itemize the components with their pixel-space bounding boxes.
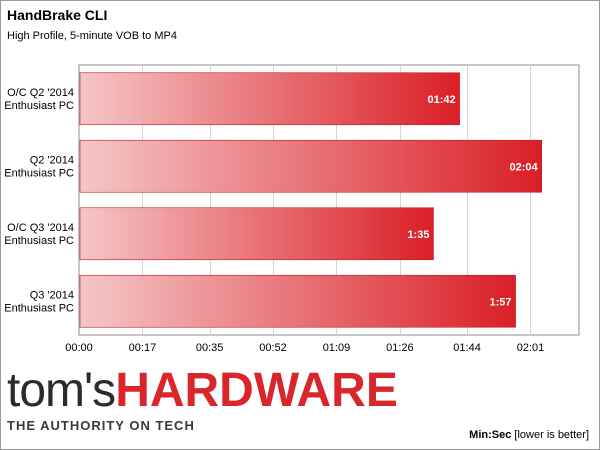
category-label-line: O/C Q2 '2014 (7, 87, 74, 99)
data-label: 1:57 (490, 296, 512, 308)
unit-note-rest: [lower is better] (511, 429, 589, 441)
data-label: 1:35 (407, 229, 429, 241)
category-label-line: Enthusiast PC (4, 100, 74, 112)
chart-title: HandBrake CLI (7, 7, 108, 23)
bar (79, 72, 460, 126)
category-label-line: Enthusiast PC (4, 167, 74, 179)
category-label: O/C Q3 '2014 Enthusiast PC (4, 222, 74, 247)
category-label-line: O/C Q3 '2014 (7, 222, 74, 234)
category-label-line: Q3 '2014 (30, 289, 74, 301)
x-tick-label: 02:01 (517, 342, 545, 354)
category-label-line: Enthusiast PC (4, 235, 74, 247)
unit-note-bold: Min:Sec (469, 429, 512, 441)
bar (79, 207, 434, 261)
bar (79, 274, 516, 328)
chart-subtitle: High Profile, 5-minute VOB to MP4 (7, 30, 177, 42)
category-label: Q2 '2014 Enthusiast PC (4, 154, 74, 179)
bar (79, 139, 542, 193)
x-tick-label: 01:44 (453, 342, 481, 354)
data-label: 01:42 (427, 94, 455, 106)
unit-note: Min:Sec [lower is better] (469, 429, 589, 441)
brand-name-toms: tom's (7, 364, 116, 417)
brand-logo: tom'sHARDWARE THE AUTHORITY ON TECH (7, 367, 398, 433)
brand-name: tom'sHARDWARE (7, 367, 398, 415)
data-label: 02:04 (510, 161, 539, 173)
x-tick-label: 00:35 (196, 342, 224, 354)
x-tick-label: 00:17 (129, 342, 157, 354)
brand-name-hardware: HARDWARE (115, 364, 398, 417)
x-tick-label: 00:52 (259, 342, 287, 354)
category-label-line: Q2 '2014 (30, 154, 74, 166)
bars: 01:42 02:04 1:35 1:57 (79, 72, 542, 328)
x-tick-label: 01:09 (323, 342, 351, 354)
brand-tagline: THE AUTHORITY ON TECH (7, 418, 195, 433)
x-tick-label: 00:00 (65, 342, 93, 354)
category-label-line: Enthusiast PC (4, 302, 74, 314)
x-axis-tick-labels: 00:00 00:17 00:35 00:52 01:09 01:26 01:44 02:01 (65, 342, 544, 354)
category-label: Q3 '2014 Enthusiast PC (4, 289, 74, 314)
category-label: O/C Q2 '2014 Enthusiast PC (4, 87, 74, 112)
x-tick-label: 01:26 (386, 342, 414, 354)
